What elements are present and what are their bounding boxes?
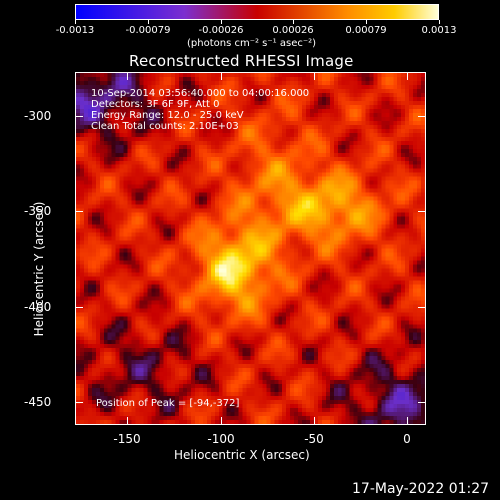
rhessi-image-map — [76, 73, 425, 424]
colorbar-unit-label: (photons cm⁻² s⁻¹ asec⁻²) — [187, 38, 317, 49]
x-tick-top — [314, 72, 315, 80]
y-tick-label: -400 — [24, 300, 52, 314]
y-tick-label: -300 — [24, 109, 52, 123]
colorbar-tick — [293, 20, 294, 24]
colorbar-tick-label: -0.0013 — [55, 25, 95, 36]
info-line: 10-Sep-2014 03:56:40.000 to 04:00:16.000 — [91, 88, 310, 99]
colorbar-tick — [221, 20, 222, 24]
x-tick — [407, 417, 408, 425]
x-tick-top — [221, 72, 222, 80]
y-axis-label: Heliocentric Y (arcsec) — [32, 201, 46, 337]
colorbar-ticks: -0.0013 -0.00079 -0.00026 0.00026 0.00079 0.0… — [0, 0, 500, 40]
y-tick — [75, 116, 83, 117]
info-line: Clean Total counts: 2.10E+03 — [91, 121, 239, 132]
x-tick — [314, 417, 315, 425]
x-tick-top — [127, 72, 128, 80]
colorbar-tick — [366, 20, 367, 24]
y-tick-right — [418, 116, 426, 117]
y-tick — [75, 211, 83, 212]
colorbar-tick — [75, 20, 76, 24]
x-tick — [127, 417, 128, 425]
info-line: Energy Range: 12.0 - 25.0 keV — [91, 110, 244, 121]
x-tick-label: -100 — [207, 432, 235, 446]
x-tick-label: -150 — [113, 432, 141, 446]
colorbar-tick-label: -0.00026 — [198, 25, 244, 36]
y-tick-label: -450 — [24, 395, 52, 409]
colorbar-tick-label: 0.0013 — [421, 25, 457, 36]
y-tick-right — [418, 307, 426, 308]
colorbar-tick-label: 0.00079 — [345, 25, 387, 36]
generated-timestamp: 17-May-2022 01:27 — [352, 481, 490, 497]
peak-position-label: Position of Peak = [-94,-372] — [96, 398, 240, 409]
y-tick — [75, 402, 83, 403]
x-tick-label: -50 — [304, 432, 324, 446]
colorbar — [75, 4, 439, 20]
info-line: Detectors: 3F 6F 9F, Att 0 — [91, 99, 220, 110]
colorbar-tick — [148, 20, 149, 24]
colorbar-tick-label: 0.00026 — [272, 25, 314, 36]
x-tick-top — [407, 72, 408, 80]
y-tick — [75, 307, 83, 308]
colorbar-tick-label: -0.00079 — [125, 25, 171, 36]
y-tick-label: -350 — [24, 204, 52, 218]
image-plot: 10-Sep-2014 03:56:40.000 to 04:00:16.000… — [75, 72, 426, 425]
x-tick — [221, 417, 222, 425]
y-tick-right — [418, 211, 426, 212]
x-axis-label: Heliocentric X (arcsec) — [174, 448, 310, 462]
y-tick-right — [418, 402, 426, 403]
x-tick-label: 0 — [403, 432, 411, 446]
colorbar-tick — [439, 20, 440, 24]
plot-title: Reconstructed RHESSI Image — [129, 52, 354, 70]
